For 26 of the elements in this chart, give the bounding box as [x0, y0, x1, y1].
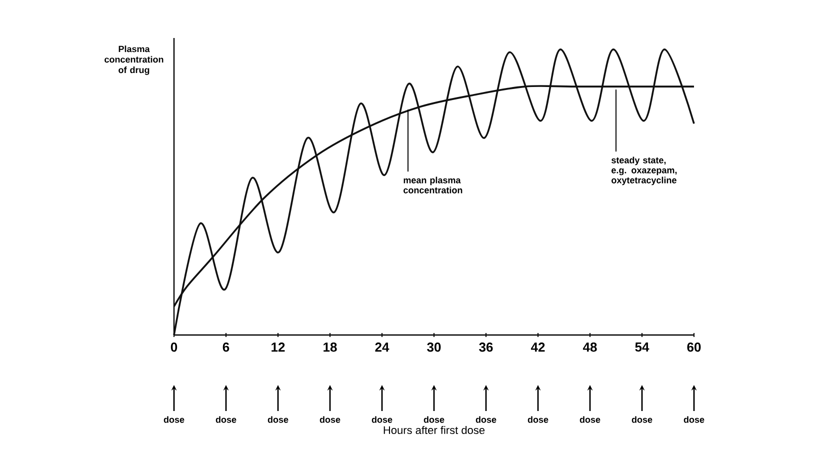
x-tick-label: 36: [479, 342, 493, 352]
text: dose: [320, 416, 340, 423]
text: Hours after first dose: [384, 426, 485, 434]
x-tick-label: 18: [324, 342, 337, 352]
x-tick-label: 42: [530, 342, 545, 352]
x-tick-label: 60: [687, 342, 701, 352]
text: dose: [528, 416, 548, 423]
annotation: mean plasma concentration: [404, 176, 462, 194]
x-tick-label: 30: [427, 342, 441, 352]
text: dose: [476, 416, 496, 423]
x-tick-label: 0: [170, 342, 178, 352]
text: dose: [632, 416, 652, 423]
text: dose: [372, 416, 392, 423]
text: dose: [268, 416, 288, 423]
annotation: steady state, e.g. oxazepam, oxytetracycline: [612, 156, 677, 186]
y-axis-title: Plasma concentration of drug: [104, 46, 164, 75]
text: dose: [580, 416, 600, 423]
text: dose: [164, 416, 184, 423]
x-tick-label: 6: [222, 342, 230, 352]
x-tick-label: 54: [635, 342, 650, 352]
x-tick-label: 24: [375, 342, 390, 352]
text: dose: [424, 416, 444, 423]
x-tick-label: 48: [582, 342, 597, 352]
x-tick-label: 12: [272, 342, 285, 352]
text: dose: [216, 416, 236, 423]
text: dose: [684, 416, 704, 423]
